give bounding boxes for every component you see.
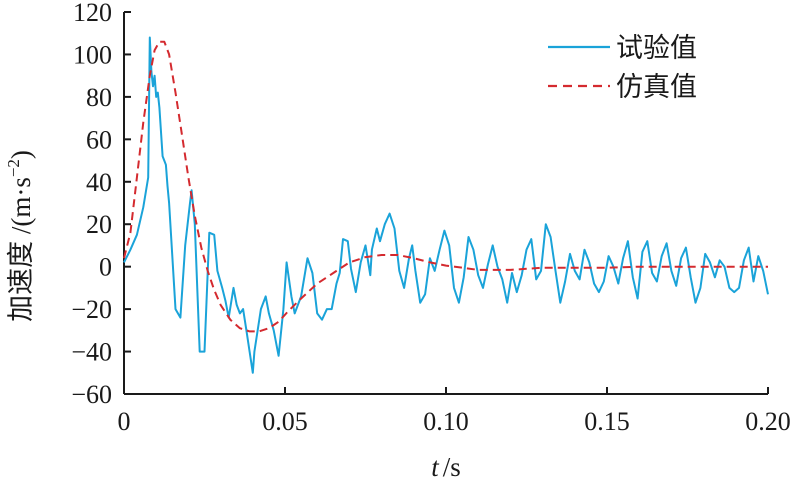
legend: 试验值 仿真值 [548,33,697,103]
y-tick-label: 0 [99,253,112,282]
y-tick-label: 80 [86,83,112,112]
y-tick-label: −40 [71,338,112,367]
x-axis: 0 0.05 0.10 0.15 0.20 [118,387,791,436]
x-tick-label: 0.20 [745,407,791,436]
series-line-test [123,36,769,374]
x-axis-title: t/s [431,452,461,482]
y-tick-label: −60 [71,380,112,409]
x-tick-label: 0 [118,407,131,436]
y-tick-label: 100 [73,40,112,69]
x-tick-label: 0.10 [423,407,469,436]
y-tick-label: −20 [71,295,112,324]
y-tick-label: 20 [86,210,112,239]
legend-label-sim: 仿真值 [616,72,697,103]
y-axis-title: 加速度 /(m·s−2) [4,150,36,322]
plot-area [123,36,769,374]
x-axis-variable: t [431,452,440,482]
y-tick-label: 40 [86,168,112,197]
x-axis-unit: /s [443,452,461,482]
y-tick-label: 60 [86,125,112,154]
legend-label-test: 试验值 [616,33,697,64]
y-axis: −60 −40 −20 0 20 40 60 80 100 120 [71,0,131,409]
y-axis-label: 加速度 /(m·s [6,177,36,322]
x-tick-label: 0.05 [262,407,308,436]
y-axis-exponent: −2 [4,159,23,177]
y-tick-label: 120 [73,0,112,27]
y-axis-label-close: ) [6,150,36,159]
x-tick-label: 0.15 [584,407,630,436]
series-line-sim [123,40,768,333]
